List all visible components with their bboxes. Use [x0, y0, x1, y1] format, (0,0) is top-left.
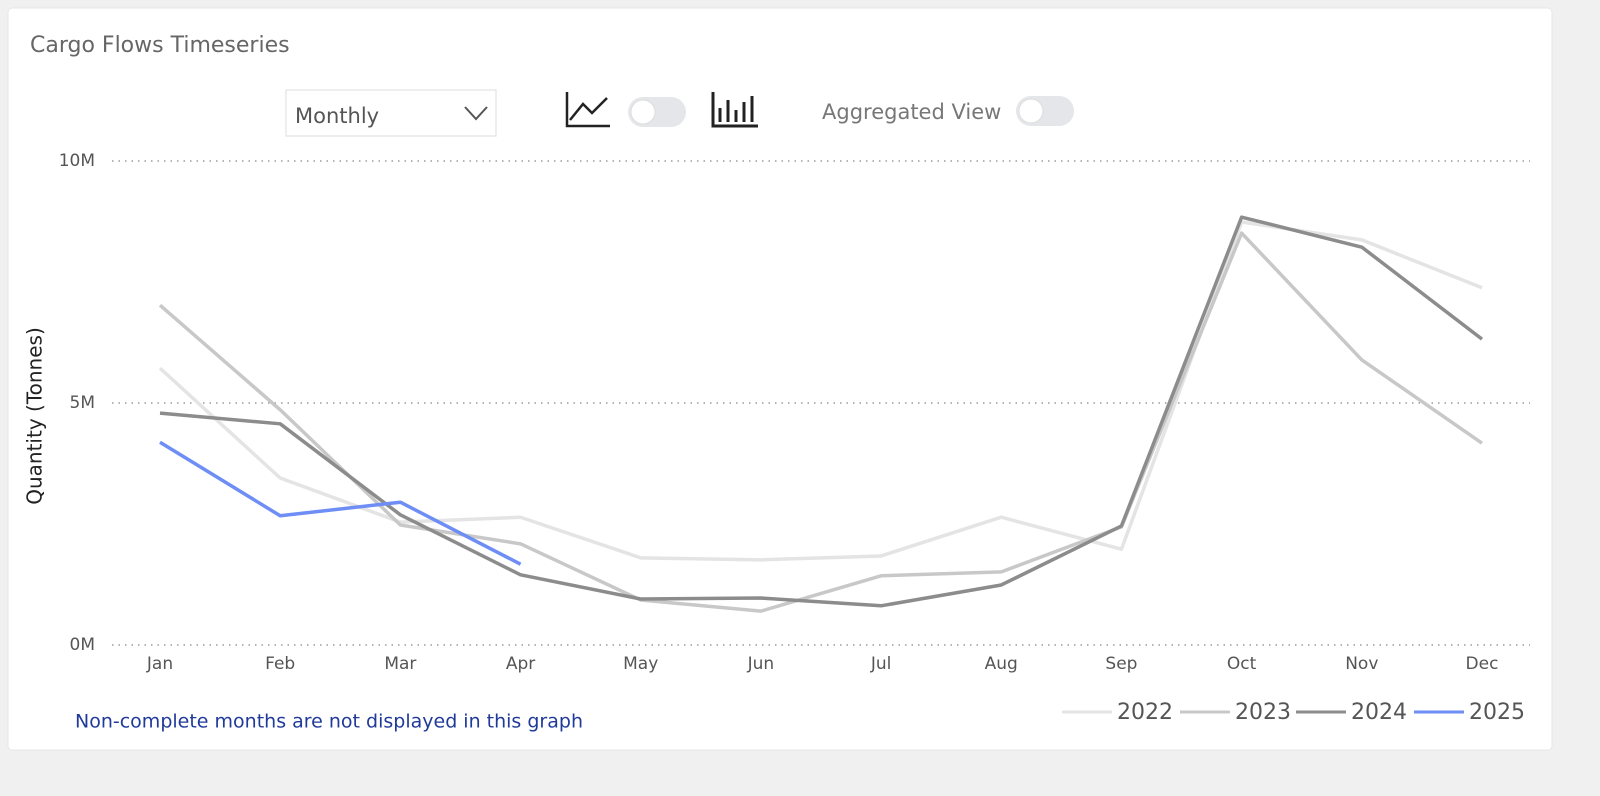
- x-tick-label: Jun: [747, 654, 775, 674]
- y-tick-label: 0M: [70, 635, 95, 655]
- dropdown-arrow[interactable]: [464, 106, 488, 121]
- series-line: [159, 440, 522, 566]
- toggle-knob[interactable]: [630, 99, 656, 125]
- legend-label: 2022: [1117, 700, 1173, 725]
- x-tick-label: Dec: [1466, 654, 1499, 674]
- x-tick-label: Aug: [985, 654, 1018, 674]
- y-tick-label: 10M: [59, 151, 95, 171]
- footnote: Non-complete months are not displayed in…: [75, 711, 583, 733]
- x-tick-label: Sep: [1105, 654, 1137, 674]
- bar-icon[interactable]: [711, 92, 758, 128]
- series-line: [158, 220, 1483, 562]
- chart-title: Cargo Flows Timeseries: [30, 33, 290, 58]
- dropdown-label[interactable]: Monthly: [295, 104, 379, 128]
- y-axis-label: Quantity (Tonnes): [23, 327, 47, 505]
- x-tick-label: May: [623, 654, 658, 674]
- x-tick-label: Oct: [1227, 654, 1257, 674]
- x-tick-label: Nov: [1345, 654, 1378, 674]
- chart-type-toggle[interactable]: [628, 97, 686, 127]
- toggle-knob[interactable]: [1018, 98, 1044, 124]
- x-tick-label: Feb: [265, 654, 295, 674]
- line-icon[interactable]: [565, 92, 610, 128]
- legend-label: 2024: [1351, 700, 1407, 725]
- period-dropdown[interactable]: Monthly: [285, 89, 497, 137]
- dropdown-box[interactable]: [285, 89, 497, 137]
- x-tick-label: Mar: [384, 654, 416, 674]
- y-tick-label: 5M: [70, 393, 95, 413]
- line-icon-path[interactable]: [565, 92, 610, 128]
- legend-label: 2025: [1469, 700, 1525, 725]
- series-line: [159, 215, 1484, 608]
- card: [7, 7, 1553, 751]
- aggregated-toggle[interactable]: [1016, 96, 1074, 126]
- aggregated-label: Aggregated View: [822, 100, 1001, 124]
- x-tick-label: Jul: [870, 654, 892, 674]
- legend-label: 2023: [1235, 700, 1291, 725]
- x-tick-label: Jan: [146, 654, 173, 674]
- bar-icon-path[interactable]: [711, 92, 758, 128]
- x-tick-label: Apr: [506, 654, 535, 674]
